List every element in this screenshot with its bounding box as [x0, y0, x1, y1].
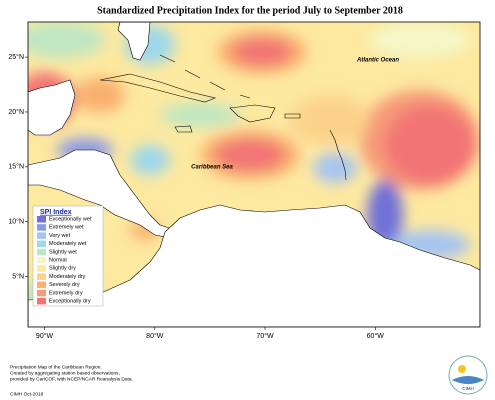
legend-swatch: [37, 265, 46, 272]
legend-label: Normal: [49, 257, 67, 263]
puerto-rico: [284, 113, 301, 119]
legend-swatch: [37, 289, 46, 297]
footnote-line: Created by aggregating station based obs…: [10, 370, 120, 376]
legend-title: SPI Index: [40, 209, 72, 216]
jamaica: [174, 125, 193, 133]
legend-box: [32, 205, 104, 307]
legend-label: Exceptionally wet: [49, 216, 92, 222]
map-frame: [27, 21, 481, 328]
legend-swatch: [37, 273, 46, 280]
map-title: Standardized Precipitation Index for the…: [97, 5, 403, 16]
legend-label: Moderately wet: [49, 241, 87, 247]
legend-swatch: [37, 216, 46, 223]
legend-label: Extremely wet: [49, 225, 84, 231]
ocean-label: Atlantic Ocean: [356, 58, 399, 64]
legend: SPI Index: [32, 205, 104, 307]
logo-text: CIMH: [462, 386, 474, 391]
y-tick-label: 20°N: [8, 108, 24, 116]
legend-label: Slightly wet: [49, 249, 77, 255]
credit: CIMH Oct-2018: [10, 391, 44, 397]
legend-label: Slightly dry: [49, 266, 76, 272]
legend-label: Severely dry: [49, 282, 80, 288]
florida: [117, 22, 151, 61]
yucatan: [28, 79, 76, 136]
footnote-line: provided by CariCOF, with NCEP/NCAR Rean…: [10, 376, 133, 382]
y-tick-label: 5°N: [12, 272, 24, 280]
legend-label: Moderately dry: [49, 274, 86, 280]
cuba: [99, 73, 216, 103]
legend-label: Exceptionally dry: [49, 298, 91, 304]
legend-swatch: [37, 257, 46, 264]
legend-swatch: [37, 248, 46, 256]
logo-wave: [452, 376, 484, 384]
lesser-antilles: [329, 129, 347, 181]
x-tick-label: 80°W: [146, 332, 164, 340]
legend-swatch: [37, 232, 46, 239]
logo-sun: [458, 365, 466, 373]
hispaniola: [229, 104, 276, 123]
legend-swatch: [37, 281, 46, 289]
x-tick-label: 70°W: [256, 332, 274, 340]
sea-label: Caribbean Sea: [191, 165, 233, 171]
legend-swatch: [37, 224, 46, 231]
y-tick-label: 15°N: [8, 163, 24, 171]
legend-swatch: [37, 298, 46, 305]
spi-field: [28, 22, 480, 327]
y-tick-label: 25°N: [8, 53, 24, 61]
footnote-line: Precipitation Map of the Caribbean Regio…: [10, 364, 102, 370]
footnote: Precipitation Map of the Caribbean Regio…: [10, 364, 133, 382]
legend-swatch: [37, 240, 46, 248]
legend-label: Extremely dry: [49, 290, 83, 296]
x-tick-label: 90°W: [36, 332, 54, 340]
y-tick-label: 10°N: [8, 218, 24, 226]
legend-label: Very wet: [49, 233, 71, 239]
bahamas: [159, 54, 251, 99]
x-tick-label: 60°W: [367, 332, 385, 340]
logo: [448, 355, 488, 395]
